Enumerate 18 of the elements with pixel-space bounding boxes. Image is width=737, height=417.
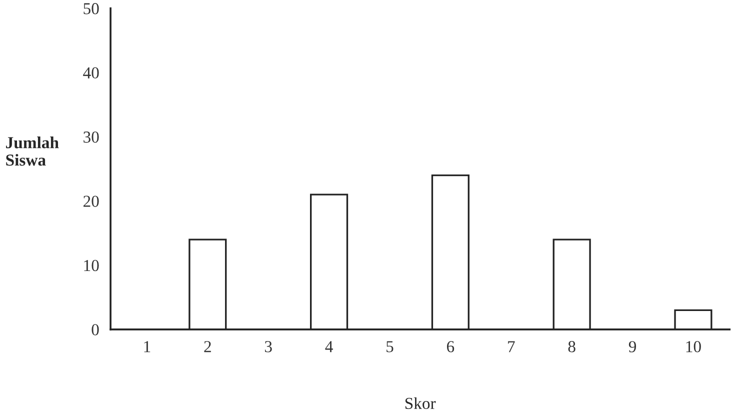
x-tick-label: 10 xyxy=(686,341,701,352)
x-tick-label: 2 xyxy=(204,341,211,352)
x-tick-label: 9 xyxy=(628,341,636,352)
x-tick-label: 3 xyxy=(264,341,272,352)
x-tick-label: 5 xyxy=(386,341,394,352)
x-axis-title: Skor xyxy=(405,397,436,410)
y-axis-title: Jumlah Siswa xyxy=(6,136,59,166)
y-tick-label: 10 xyxy=(84,260,99,272)
y-tick-label: 40 xyxy=(83,67,99,79)
x-tick-label: 8 xyxy=(568,341,576,352)
y-tick-label: 30 xyxy=(84,131,99,143)
x-tick-label: 1 xyxy=(144,341,150,352)
x-tick-label: 6 xyxy=(446,341,454,352)
y-tick-label: 20 xyxy=(84,196,99,207)
y-tick-label: 0 xyxy=(92,324,99,336)
x-tick-label: 7 xyxy=(508,341,515,352)
x-tick-label: 4 xyxy=(325,341,333,352)
y-tick-label: 50 xyxy=(84,3,99,14)
